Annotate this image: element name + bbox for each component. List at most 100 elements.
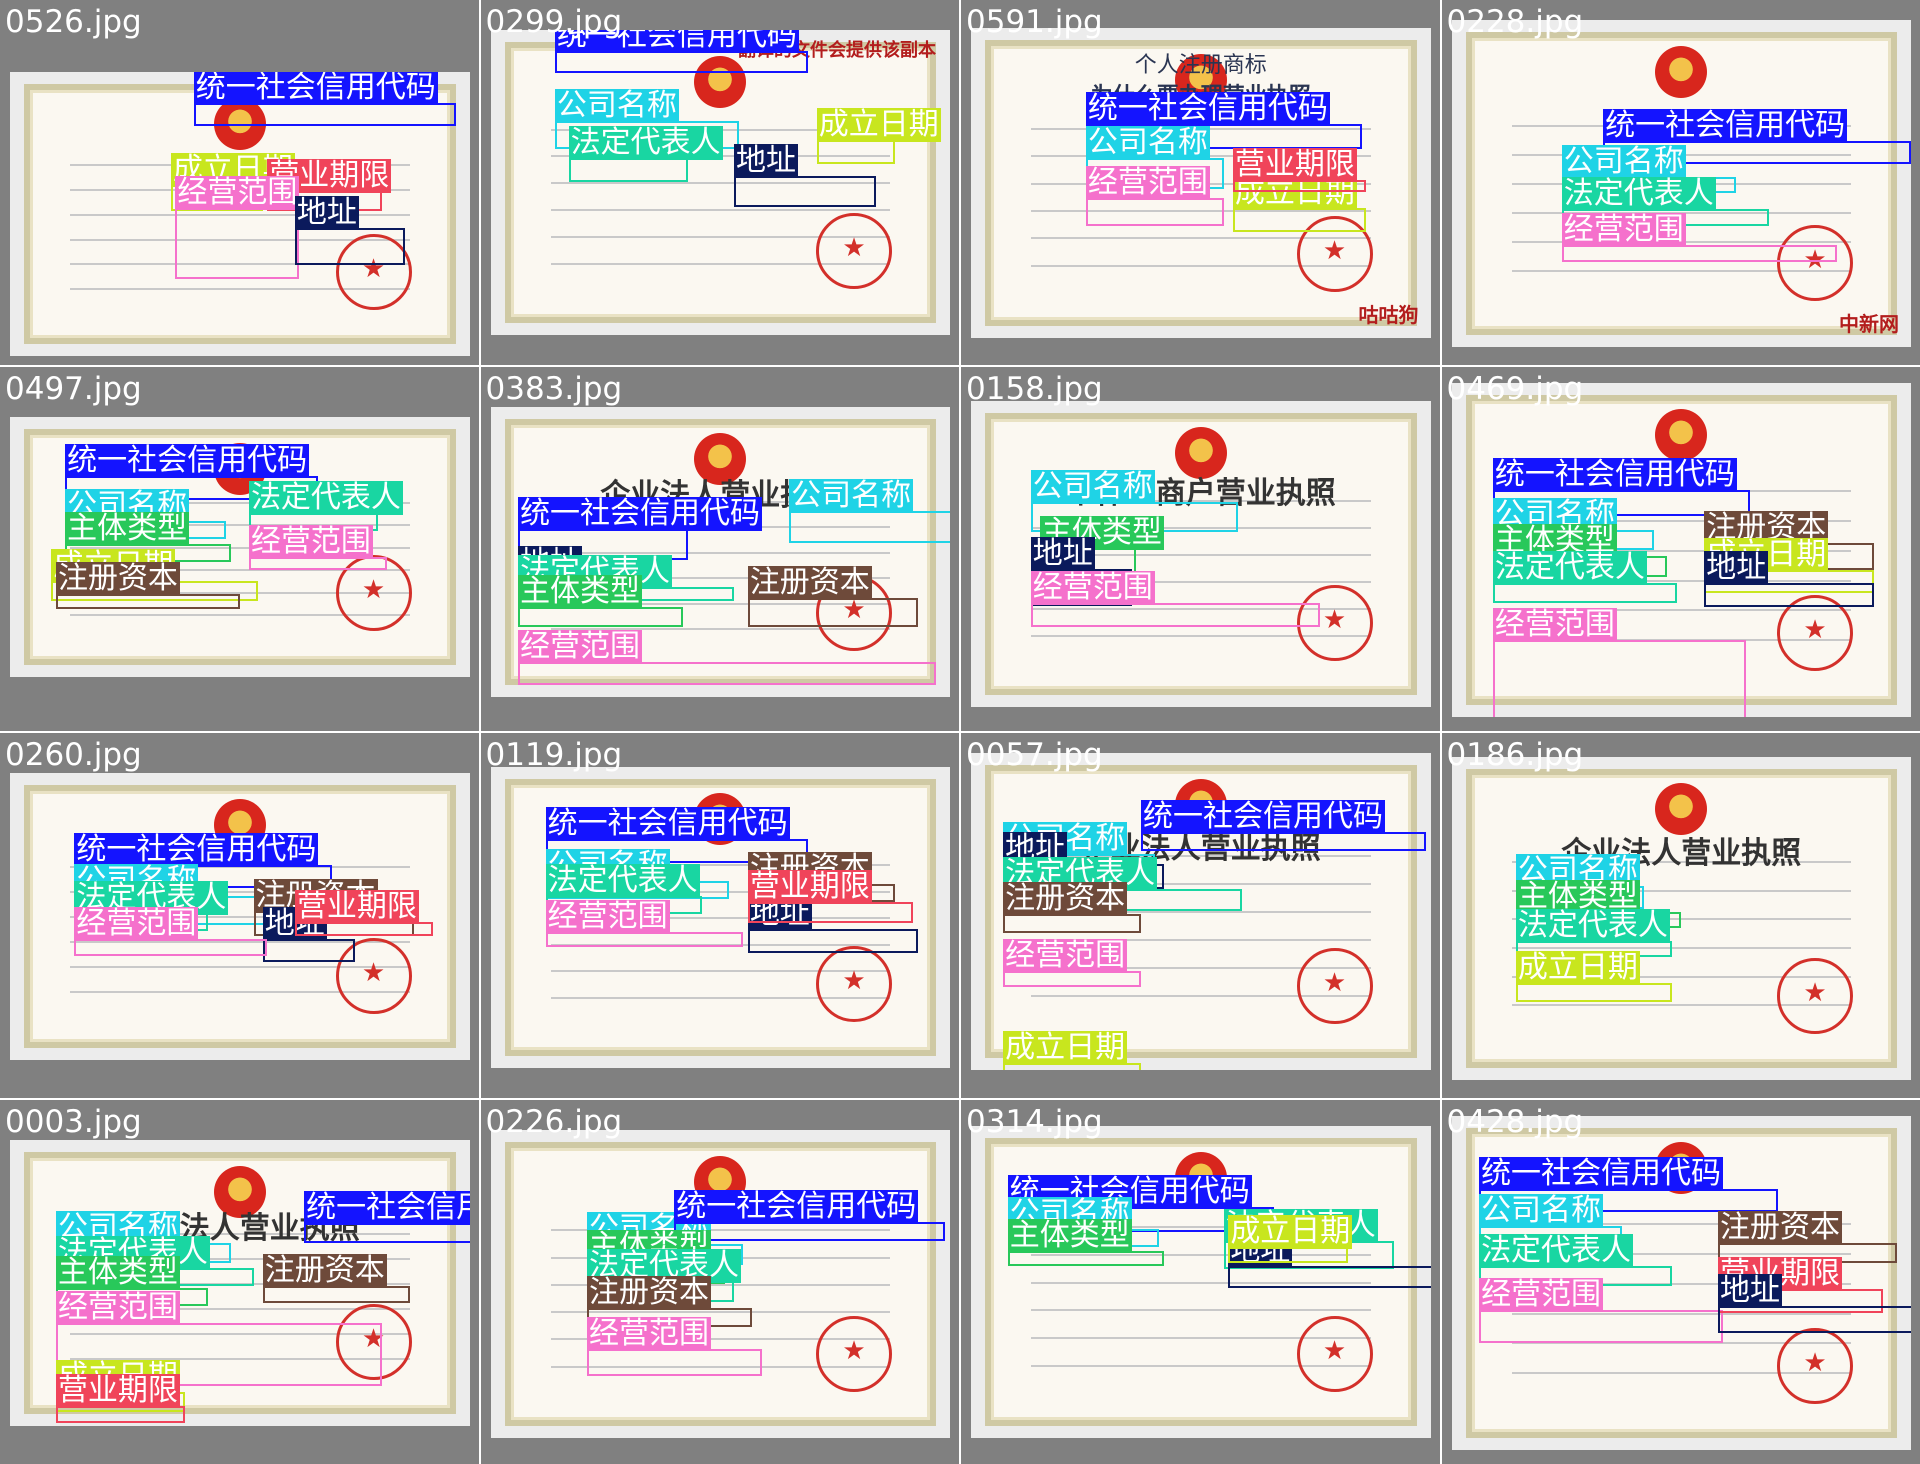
license-document: ★ bbox=[504, 418, 936, 685]
detection-label: 统一社会信用代码 bbox=[1479, 1156, 1724, 1192]
detection-box-company-name: 公司名称 bbox=[789, 479, 950, 544]
document-text-line bbox=[1031, 1281, 1371, 1284]
document-text-line bbox=[1511, 1252, 1851, 1255]
detection-label: 法定代表人 bbox=[1479, 1233, 1634, 1269]
result-tile: 0158.jpg ★ 个体工商户营业执照 公司名称 主体类型 地址 经营范围 bbox=[961, 366, 1440, 731]
detection-label: 经营范围 bbox=[1030, 569, 1155, 605]
document-text-line bbox=[70, 941, 410, 944]
document-text-line bbox=[70, 591, 410, 594]
license-photo: ★统一社会信用代码公司名称主体类型法定代表人注册资本成立日期地址经营范围 bbox=[1451, 382, 1911, 717]
license-photo: ★统一社会信用代码公司名称注册资本法定代表人经营范围地址营业期限 bbox=[490, 767, 950, 1068]
document-text-line bbox=[550, 970, 890, 973]
detection-label: 主体类型 bbox=[1515, 878, 1640, 914]
detection-label: 经营范围 bbox=[518, 629, 643, 665]
detection-box-credit-code: 统一社会信用代码 bbox=[1085, 91, 1362, 149]
detection-box-scope: 经营范围 bbox=[55, 1290, 383, 1386]
document-text-line bbox=[1031, 1309, 1371, 1312]
document-text-line bbox=[1511, 918, 1851, 921]
detection-label: 注册资本 bbox=[262, 1252, 387, 1288]
result-tile: 0228.jpg ★ 中新网 统一社会信用代码 公司名称 法定代表人 经营范围 bbox=[1441, 0, 1920, 365]
document-text-line bbox=[550, 577, 890, 580]
document-text-line bbox=[1031, 634, 1371, 637]
detection-label: 经营范围 bbox=[248, 524, 373, 560]
banner-line-1: 个人注册商标 bbox=[1134, 52, 1267, 78]
document-text-line bbox=[550, 996, 890, 999]
document-text-line bbox=[1031, 1226, 1371, 1229]
detection-box-est-date: 成立日期 bbox=[816, 107, 941, 164]
document-text-line bbox=[1511, 1342, 1851, 1345]
document-text-line bbox=[550, 1311, 890, 1313]
detection-label: 统一社会信用代码 bbox=[1141, 799, 1385, 835]
detection-label: 统一社会信用代码 bbox=[1085, 90, 1330, 126]
image-filename: 0428.jpg bbox=[1446, 1103, 1584, 1140]
license-photo: ★统一社会信用代码公司名称主体类型法定代表人成立日期经营范围注册资本 bbox=[10, 416, 470, 677]
result-tile: 0057.jpg★企业法人营业执照公司名称统一社会信用代码地址法定代表人注册资本… bbox=[961, 733, 1440, 1098]
result-tile: 0003.jpg★企业法人营业执照公司名称统一社会信用代码法定代表人主体类型注册… bbox=[0, 1099, 479, 1464]
detection-label: 注册资本 bbox=[586, 1275, 711, 1311]
detection-label: 法定代表人 bbox=[545, 863, 700, 899]
image-filename: 0119.jpg bbox=[485, 737, 623, 773]
detection-box-address: 地址 bbox=[262, 907, 355, 963]
detection-box-address: 地址 bbox=[734, 144, 877, 207]
detection-box-legal-rep: 法定代表人 bbox=[1515, 908, 1673, 957]
detection-label: 经营范围 bbox=[1561, 212, 1686, 248]
red-seal-icon: ★ bbox=[1777, 595, 1853, 671]
document-text-line bbox=[1511, 579, 1851, 582]
detection-box-est-date: 成立日期 bbox=[1228, 1215, 1353, 1263]
document-text-line bbox=[70, 916, 410, 919]
detection-box-est-date: 成立日期 bbox=[1515, 950, 1673, 1003]
national-emblem-icon bbox=[694, 56, 747, 108]
detection-box-valid-period: 营业期限 bbox=[1718, 1257, 1884, 1313]
image-filename: 0260.jpg bbox=[5, 737, 142, 773]
detection-box-reg-capital: 注册资本 bbox=[1003, 882, 1141, 934]
detection-box-legal-rep: 法定代表人 bbox=[586, 1248, 741, 1303]
document-text-line bbox=[1511, 1372, 1851, 1375]
detection-label: 地址 bbox=[294, 194, 359, 230]
detection-label: 注册资本 bbox=[1718, 1209, 1842, 1245]
document-text-line bbox=[1031, 1254, 1371, 1257]
detection-label: 主体类型 bbox=[65, 511, 190, 547]
license-photo: ★ 企业法人营业执照 公司名称 主体类型 法定代表人 成立日期 bbox=[1451, 757, 1911, 1080]
document-text-line bbox=[70, 238, 410, 241]
document-text-line bbox=[1031, 553, 1371, 556]
image-filename: 0299.jpg bbox=[485, 4, 623, 40]
license-photo: ★企业法人营业执照公司名称统一社会信用代码法定代表人主体类型注册资本经营范围成立… bbox=[10, 1139, 470, 1426]
national-emblem-icon bbox=[694, 432, 747, 485]
result-tile: 0591.jpg★个人注册商标为什么要办理营业执照咕咕狗统一社会信用代码公司名称… bbox=[961, 0, 1440, 365]
image-filename: 0228.jpg bbox=[1446, 4, 1584, 40]
detection-label: 成立日期 bbox=[816, 106, 941, 142]
red-seal-icon: ★ bbox=[335, 1304, 412, 1380]
detection-label: 公司名称 bbox=[554, 88, 679, 124]
document-text-line bbox=[1511, 270, 1851, 273]
document-text-line bbox=[1511, 1004, 1851, 1007]
detection-label: 经营范围 bbox=[545, 899, 670, 935]
document-text-line bbox=[70, 263, 410, 266]
detection-box-reg-capital: 注册资本 bbox=[55, 561, 240, 610]
document-text-line bbox=[1031, 1364, 1371, 1367]
image-filename: 0158.jpg bbox=[966, 370, 1103, 407]
image-filename: 0591.jpg bbox=[966, 4, 1103, 40]
red-seal-icon: ★ bbox=[1296, 215, 1373, 292]
detection-box-credit-code: 统一社会信用代码 bbox=[554, 30, 808, 73]
document-text-line bbox=[70, 1332, 410, 1335]
detection-box-address: 地址 bbox=[1030, 537, 1132, 606]
document-text-line bbox=[1511, 1282, 1851, 1285]
detection-label: 公司名称 bbox=[1561, 143, 1686, 179]
document-text-line bbox=[70, 569, 410, 572]
red-seal-icon: ★ bbox=[1296, 1316, 1373, 1392]
detection-box-scope: 经营范围 bbox=[1030, 570, 1321, 628]
document-text-line bbox=[70, 213, 410, 216]
document-text-line bbox=[1031, 1337, 1371, 1340]
document-text-line bbox=[70, 866, 410, 869]
detection-label: 成立日期 bbox=[1228, 1214, 1353, 1250]
detection-label: 经营范围 bbox=[1085, 165, 1210, 201]
detection-label: 营业期限 bbox=[294, 888, 419, 924]
detection-box-legal-rep: 法定代表人 bbox=[1479, 1234, 1673, 1287]
document-text-line bbox=[1031, 210, 1371, 213]
detection-box-address: 地址 bbox=[294, 195, 406, 265]
detection-label: 注册资本 bbox=[1003, 881, 1128, 917]
detection-label: 公司名称 bbox=[789, 478, 914, 514]
document-text-line bbox=[1511, 946, 1851, 949]
red-seal-icon: ★ bbox=[335, 233, 412, 310]
